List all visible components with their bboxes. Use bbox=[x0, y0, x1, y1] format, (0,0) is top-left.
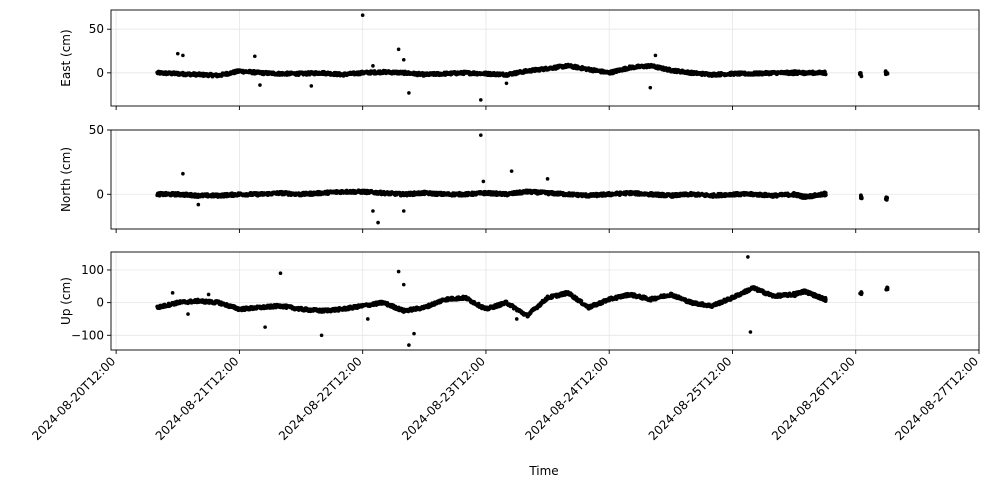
y-tick-label: 50 bbox=[89, 123, 104, 137]
outlier-point bbox=[376, 220, 380, 225]
outlier-point bbox=[366, 317, 370, 321]
x-tick-label: 2024-08-22T12:00 bbox=[276, 354, 365, 443]
y-tick-label: 0 bbox=[96, 187, 104, 201]
outlier-point bbox=[253, 54, 257, 59]
outlier-point bbox=[648, 85, 653, 90]
outlier-point bbox=[401, 57, 406, 62]
axes-frame bbox=[110, 9, 980, 107]
data-point bbox=[884, 197, 889, 201]
y-axis-label: Up (cm) bbox=[59, 277, 73, 325]
outlier-point bbox=[407, 91, 411, 95]
x-tick-label: 2024-08-21T12:00 bbox=[153, 354, 242, 443]
data-point bbox=[791, 193, 796, 197]
outlier-point bbox=[401, 282, 406, 287]
outlier-point bbox=[196, 202, 201, 207]
outlier-point bbox=[514, 317, 519, 321]
outlier-point bbox=[371, 64, 375, 68]
data-point bbox=[857, 72, 862, 77]
outlier-point bbox=[319, 333, 324, 338]
outlier-point bbox=[186, 312, 190, 316]
outlier-point bbox=[748, 330, 753, 334]
outlier-point bbox=[309, 84, 314, 88]
data-point bbox=[859, 195, 864, 200]
up-panel: −100 0 100 Up (cm) bbox=[59, 251, 980, 354]
data-point bbox=[823, 297, 828, 302]
outlier-point bbox=[181, 171, 185, 176]
outlier-point bbox=[509, 169, 514, 173]
y-axis-label: East (cm) bbox=[59, 29, 73, 86]
x-tick-label: 2024-08-25T12:00 bbox=[646, 354, 735, 443]
y-tick-label: 0 bbox=[96, 66, 104, 80]
y-tick-label: −100 bbox=[71, 328, 104, 342]
y-axis-label: North (cm) bbox=[59, 147, 73, 212]
outlier-point bbox=[170, 291, 175, 295]
outlier-point bbox=[401, 209, 406, 213]
outlier-point bbox=[181, 53, 185, 58]
x-tick-label: 2024-08-27T12:00 bbox=[892, 354, 981, 443]
axes-frame bbox=[110, 251, 980, 351]
data-point bbox=[883, 70, 888, 74]
y-tick-label: 100 bbox=[81, 263, 104, 277]
data-point bbox=[791, 291, 796, 296]
outlier-point bbox=[545, 177, 550, 181]
outlier-point bbox=[360, 13, 365, 18]
east-panel: 0 50 East (cm) bbox=[59, 9, 980, 110]
outlier-point bbox=[278, 271, 283, 276]
outlier-point bbox=[371, 209, 375, 213]
x-tick-label: 2024-08-26T12:00 bbox=[769, 354, 858, 443]
x-tick-label: 2024-08-24T12:00 bbox=[522, 354, 611, 443]
x-tick-label: 2024-08-20T12:00 bbox=[29, 354, 118, 443]
outlier-point bbox=[481, 179, 486, 184]
y-tick-label: 50 bbox=[89, 22, 104, 36]
outlier-point bbox=[412, 331, 416, 336]
axes-frame bbox=[110, 129, 980, 230]
x-axis: 2024-08-20T12:00 2024-08-21T12:00 2024-08-… bbox=[29, 354, 981, 443]
outlier-point bbox=[746, 255, 750, 259]
data-point bbox=[792, 72, 797, 77]
outlier-point bbox=[653, 53, 658, 58]
outlier-point bbox=[206, 292, 211, 297]
x-tick-label: 2024-08-23T12:00 bbox=[399, 354, 488, 443]
outlier-point bbox=[478, 133, 483, 137]
outlier-point bbox=[407, 343, 411, 347]
outlier-point bbox=[396, 47, 401, 52]
outlier-point bbox=[478, 98, 483, 102]
data-point bbox=[803, 288, 807, 293]
outlier-point bbox=[175, 51, 180, 56]
x-axis-label: Time bbox=[528, 464, 558, 478]
data-point bbox=[884, 287, 889, 291]
data-point bbox=[858, 291, 863, 296]
data-point bbox=[801, 194, 806, 198]
outlier-point bbox=[258, 83, 262, 87]
data-point bbox=[802, 69, 807, 74]
outlier-point bbox=[504, 81, 509, 86]
outlier-point bbox=[263, 325, 267, 329]
north-panel: 0 50 North (cm) bbox=[59, 123, 980, 233]
data-point bbox=[579, 298, 584, 303]
y-tick-label: 0 bbox=[96, 296, 104, 310]
data-point bbox=[822, 190, 827, 195]
data-point bbox=[822, 69, 827, 74]
outlier-point bbox=[396, 269, 401, 274]
